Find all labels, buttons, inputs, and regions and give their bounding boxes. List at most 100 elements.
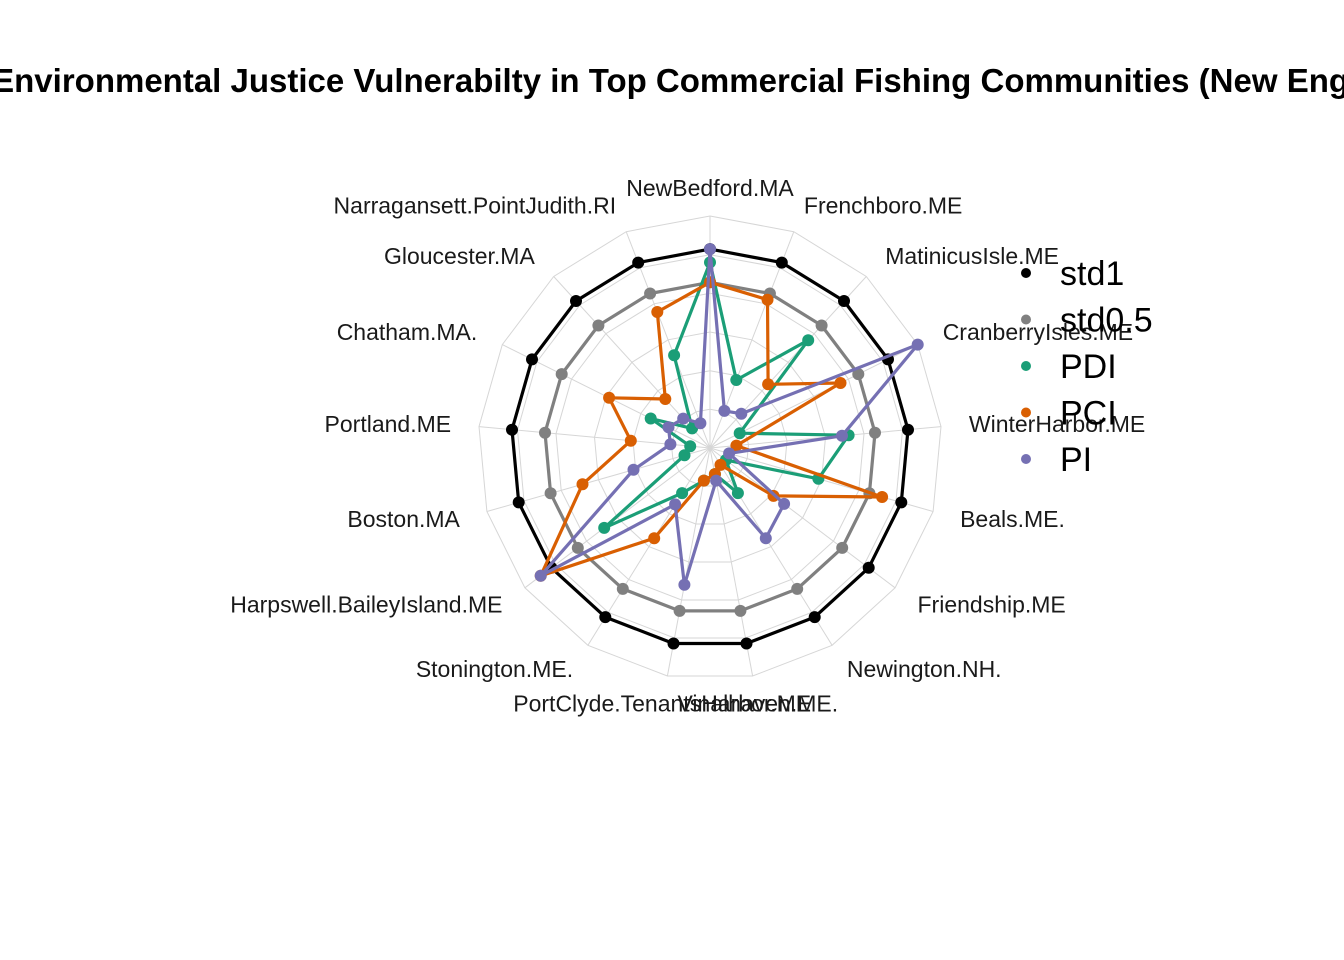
legend-key — [1021, 268, 1031, 278]
legend-item: std1 — [1021, 255, 1124, 293]
data-point — [723, 447, 736, 460]
legend-label: PCI — [1060, 395, 1117, 433]
data-point — [603, 391, 616, 404]
axis-label: Harpswell.BaileyIsland.ME — [230, 592, 502, 618]
data-point — [714, 458, 727, 471]
axis-label: Gloucester.MA — [384, 243, 535, 269]
data-point — [902, 423, 914, 436]
data-point — [735, 407, 748, 420]
data-point — [836, 541, 849, 554]
axis-label: Beals.ME. — [960, 506, 1065, 532]
data-point — [506, 423, 518, 436]
series-PI — [534, 243, 924, 591]
data-point — [911, 338, 924, 351]
data-point — [632, 256, 645, 269]
data-point — [836, 429, 848, 442]
data-point — [677, 412, 690, 425]
data-point — [571, 541, 584, 554]
data-point — [895, 496, 908, 509]
data-point — [710, 474, 723, 487]
data-point — [697, 474, 710, 487]
data-point — [599, 611, 612, 624]
axis-label: WinterHarbor.ME — [969, 411, 1145, 437]
axis-label: Chatham.MA. — [337, 319, 478, 345]
data-point — [740, 637, 753, 650]
data-point — [664, 438, 677, 451]
data-point — [869, 426, 881, 439]
data-point — [815, 319, 828, 332]
legend-item: std0.5 — [1021, 302, 1153, 340]
legend-label: std0.5 — [1060, 302, 1153, 340]
axis-label: MatinicusIsle.ME — [885, 243, 1059, 269]
data-point — [648, 532, 661, 545]
data-point — [778, 497, 791, 510]
data-point — [651, 306, 664, 318]
data-point — [838, 295, 850, 307]
legend-label: PDI — [1060, 348, 1117, 386]
data-point — [791, 582, 804, 595]
data-point — [544, 487, 557, 500]
legend: std1 std0.5 PDI PCI PI — [1021, 255, 1153, 479]
data-point — [704, 243, 716, 256]
data-point — [678, 449, 691, 462]
series-layer — [506, 243, 924, 650]
axis-label: Vinalhaven.ME. — [677, 691, 838, 717]
data-point — [592, 319, 605, 332]
data-point — [734, 604, 747, 617]
legend-key — [1021, 361, 1031, 371]
series-PCI — [534, 276, 889, 582]
data-point — [762, 378, 775, 391]
series-line — [602, 260, 851, 530]
data-point — [644, 287, 657, 300]
data-point — [668, 349, 681, 362]
series-line — [539, 247, 920, 587]
legend-key — [1021, 314, 1031, 325]
data-point — [644, 412, 657, 425]
data-point — [876, 491, 889, 503]
data-point — [684, 440, 697, 453]
grid-ring — [593, 331, 827, 563]
data-point — [759, 532, 772, 545]
axis-label: CranberryIsles.ME — [943, 319, 1133, 345]
data-point — [659, 393, 672, 405]
data-point — [731, 487, 744, 500]
series-line — [510, 247, 910, 646]
axis-label: Newington.NH. — [847, 656, 1002, 682]
data-point — [718, 404, 731, 417]
data-point — [733, 427, 746, 440]
axis-label: Narragansett.PointJudith.RI — [334, 193, 617, 219]
data-point — [730, 439, 743, 452]
series-line — [539, 280, 884, 578]
data-point — [616, 582, 629, 595]
legend-item: PI — [1021, 441, 1092, 479]
axis-label: NewBedford.MA — [626, 175, 794, 201]
data-point — [667, 637, 680, 650]
data-point — [802, 334, 815, 347]
data-point — [808, 611, 821, 624]
grid-ring — [632, 370, 788, 525]
grid-ring — [516, 254, 904, 639]
data-point — [862, 561, 875, 574]
data-point — [627, 463, 640, 476]
legend-label: PI — [1060, 441, 1092, 479]
series-std0.5 — [539, 276, 881, 617]
data-point — [852, 368, 865, 381]
data-point — [624, 434, 637, 447]
legend-key — [1021, 407, 1031, 418]
axis-label: Boston.MA — [347, 506, 460, 532]
legend-item: PDI — [1021, 348, 1117, 386]
axis-label: Portland.ME — [325, 411, 452, 437]
axis-label: PortClyde.TenantsHarbor.ME — [513, 691, 811, 717]
data-point — [576, 478, 589, 491]
legend-item: PCI — [1021, 395, 1117, 433]
data-point — [512, 496, 525, 509]
data-point — [678, 578, 691, 591]
axis-label: Frenchboro.ME — [804, 193, 963, 219]
chart-title: Environmental Justice Vulnerabilty in To… — [0, 62, 1344, 99]
data-point — [570, 295, 582, 307]
data-point — [694, 417, 707, 430]
data-point — [555, 368, 568, 381]
data-point — [673, 604, 686, 617]
axis-labels: NewBedford.MA Frenchboro.ME MatinicusIsle.… — [230, 175, 1145, 717]
